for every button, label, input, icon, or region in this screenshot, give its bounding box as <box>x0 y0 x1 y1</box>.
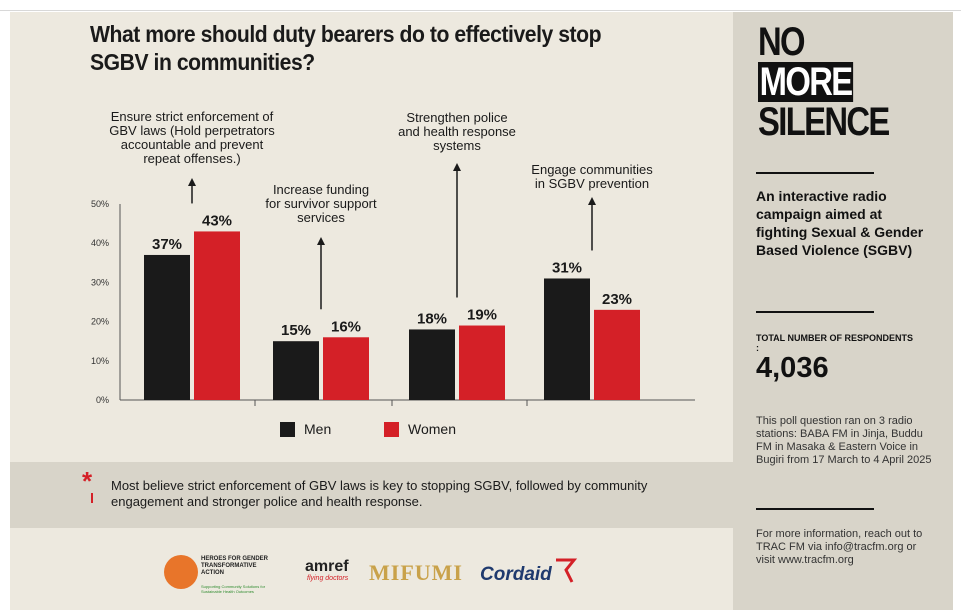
arrow-head-icon <box>188 178 196 186</box>
category-label-line: systems <box>433 138 481 153</box>
category-label-line: GBV laws (Hold perpetrators <box>109 123 275 138</box>
amref-logo-subtext: flying doctors <box>307 575 349 582</box>
category-label-line: and health response <box>398 124 516 139</box>
bar-women <box>594 309 640 400</box>
bar-women <box>323 337 369 400</box>
asterisk-icon: * <box>82 466 93 496</box>
bar-men <box>544 278 590 400</box>
bar-women <box>459 325 505 400</box>
key-finding-note: Most believe strict enforcement of GBV l… <box>111 478 648 509</box>
data-label: 18% <box>417 310 447 327</box>
brand-line-3: SILENCE <box>758 100 890 144</box>
data-label: 15% <box>281 322 311 339</box>
top-border <box>0 0 961 11</box>
contact-info: For more information, reach out to TRAC … <box>756 528 923 566</box>
arrow-head-icon <box>588 197 596 205</box>
category-label-line: Strengthen police <box>406 110 508 125</box>
category-label-line: accountable and prevent <box>120 137 264 152</box>
mifumi-logo: MIFUMI <box>369 560 463 585</box>
y-tick-label: 40% <box>91 238 109 248</box>
category-label-line: for survivor support <box>265 196 377 211</box>
category-label: Ensure strict enforcement of GBV laws (Ho… <box>92 110 292 166</box>
arrow-head-icon <box>453 163 461 171</box>
category-label-line: Ensure strict enforcement of <box>110 109 274 124</box>
heroes-logo-line-3: ACTION <box>201 570 224 576</box>
heroes-logo-icon <box>164 555 198 589</box>
asterisk-stem-icon <box>91 493 93 503</box>
category-label-line: repeat offenses.) <box>143 151 241 166</box>
chart-title-line-1: What more should duty bearers do to effe… <box>90 21 602 47</box>
right-edge <box>953 12 961 610</box>
y-tick-label: 10% <box>91 356 109 366</box>
sidebar-rule-2 <box>756 311 874 313</box>
category-label-line: Engage communities <box>531 162 653 177</box>
y-tick-label: 0% <box>96 395 109 405</box>
y-tick-label: 30% <box>91 277 109 287</box>
category-label: Engage communities in SGBV prevention <box>492 163 692 191</box>
bar-men <box>273 341 319 400</box>
arrow-head-icon <box>317 237 325 245</box>
heroes-logo-text: HEROES FOR GENDER TRANSFORMATIVE ACTION <box>201 556 281 577</box>
campaign-brand: NO MORE SILENCE <box>758 20 890 144</box>
campaign-tagline: An interactive radio campaign aimed at f… <box>756 188 924 258</box>
data-label: 23% <box>602 291 632 308</box>
data-label: 37% <box>152 236 182 253</box>
y-tick-label: 50% <box>91 199 109 209</box>
amref-logo: amref <box>305 558 349 575</box>
note-band <box>10 462 733 528</box>
legend-swatch-women <box>384 422 399 437</box>
poll-details: This poll question ran on 3 radio statio… <box>756 415 932 466</box>
bar-women <box>194 231 240 400</box>
data-label: 43% <box>202 212 232 229</box>
sidebar-rule-1 <box>756 172 874 174</box>
category-label: Strengthen police and health response syst… <box>357 111 557 153</box>
sidebar-rule-3 <box>756 508 874 510</box>
chart-title: What more should duty bearers do to effe… <box>90 20 642 76</box>
heroes-logo-line-2: TRANSFORMATIVE <box>201 563 257 569</box>
category-label-line: in SGBV prevention <box>534 176 650 191</box>
data-label: 19% <box>467 307 497 324</box>
heroes-logo-subtext: Supporting Community Solutions for Susta… <box>201 584 266 594</box>
bar-men <box>144 254 190 400</box>
chart-title-line-2: SGBV in communities? <box>90 49 315 75</box>
cordaid-logo: Cordaid <box>480 564 552 585</box>
brand-line-2: MORE <box>758 60 854 104</box>
y-tick-label: 20% <box>91 317 109 327</box>
cordaid-logo-icon <box>556 558 578 583</box>
category-label-line: Increase funding <box>272 182 370 197</box>
bar-men <box>409 329 455 400</box>
category-label-line: services <box>297 210 345 225</box>
data-label: 16% <box>331 318 361 335</box>
brand-line-1: NO <box>758 20 806 64</box>
heroes-logo-line-1: HEROES FOR GENDER <box>201 556 269 562</box>
respondents-label: TOTAL NUMBER OF RESPONDENTS : <box>756 333 914 353</box>
legend-label-women: Women <box>408 421 456 437</box>
data-label: 31% <box>552 259 582 276</box>
legend-swatch-men <box>280 422 295 437</box>
respondents-value: 4,036 <box>756 352 829 384</box>
category-label: Increase funding for survivor support serv… <box>221 183 421 225</box>
legend-label-men: Men <box>304 421 332 437</box>
